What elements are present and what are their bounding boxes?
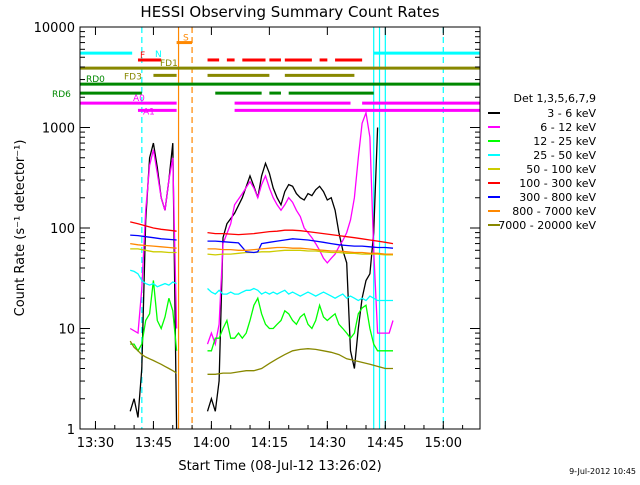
series-line-6-1 [207, 238, 394, 254]
legend-entry-label: 100 - 300 keV [519, 177, 596, 190]
legend-entry-label: 50 - 100 keV [526, 163, 596, 176]
x-tick-label: 13:45 [135, 436, 172, 451]
x-tick-label: 15:00 [425, 436, 462, 451]
series-line-3-1 [207, 287, 393, 302]
y-tick-label: 10 [58, 323, 75, 338]
y-axis-label: Count Rate (s⁻¹ detector⁻¹) [13, 140, 28, 317]
flag-label-rd6: RD6 [52, 90, 71, 100]
series-line-8-1 [207, 348, 393, 375]
legend-title: Det 1,3,5,6,7,9 [513, 92, 596, 105]
chart-title: HESSI Observing Summary Count Rates [140, 3, 439, 21]
series-line-7-1 [207, 246, 393, 255]
y-tick-label: 100 [50, 222, 75, 237]
series-line-2-1 [207, 296, 393, 352]
y-tick-label: 10000 [34, 21, 75, 36]
legend-entry-label: 6 - 12 keV [540, 121, 596, 134]
x-tick-label: 13:30 [77, 436, 114, 451]
plot-timestamp: 9-Jul-2012 10:45 [569, 467, 636, 476]
y-tick-label: 1 [67, 423, 75, 438]
flag-bars: N S F FD1 FD3 RD0 RD6 A0 A1 [52, 34, 480, 117]
flag-label-f: F [140, 51, 145, 61]
x-tick-label: 14:45 [367, 436, 404, 451]
flag-label-n: N [155, 50, 162, 60]
legend-entry-label: 7000 - 20000 keV [498, 219, 596, 232]
flag-label-rd0: RD0 [86, 75, 105, 85]
series-line-1-1 [206, 110, 394, 347]
plot-area: N S F FD1 FD3 RD0 RD6 A0 A1 [52, 27, 480, 430]
flag-label-fd3: FD3 [124, 72, 142, 82]
flag-label-a1: A1 [143, 107, 155, 117]
legend-entry-label: 12 - 25 keV [533, 135, 596, 148]
series-line-5-0 [130, 221, 177, 232]
y-axis-ticks: 1 10 100 1000 10000 [34, 21, 480, 438]
legend-entry-label: 800 - 7000 keV [512, 205, 596, 218]
series-lines [129, 110, 394, 430]
x-axis-label: Start Time (08-Jul-12 13:26:02) [178, 459, 381, 474]
series-line-4-1 [207, 249, 393, 256]
x-tick-label: 14:00 [193, 436, 230, 451]
series-line-5-1 [207, 229, 394, 245]
flag-label-fd1: FD1 [160, 59, 178, 69]
series-line-4-0 [130, 248, 177, 254]
x-tick-label: 14:15 [251, 436, 288, 451]
legend-entry-label: 300 - 800 keV [519, 191, 596, 204]
x-tick-label: 14:30 [309, 436, 346, 451]
flag-label-s: S [183, 34, 189, 44]
series-line-7-0 [130, 242, 177, 249]
series-line-6-0 [130, 234, 177, 241]
series-line-1-0 [129, 149, 178, 335]
x-axis-ticks: 13:30 13:45 14:00 14:15 14:30 14:45 15:00 [77, 27, 464, 451]
y-tick-label: 1000 [42, 122, 75, 137]
series-line-8-0 [129, 340, 177, 374]
legend-entry-label: 3 - 6 keV [547, 107, 596, 120]
series-line-3-0 [130, 269, 177, 288]
legend-entry-label: 25 - 50 keV [533, 149, 596, 162]
series-line-0-1 [206, 127, 379, 412]
flag-label-a0: A0 [133, 94, 145, 104]
